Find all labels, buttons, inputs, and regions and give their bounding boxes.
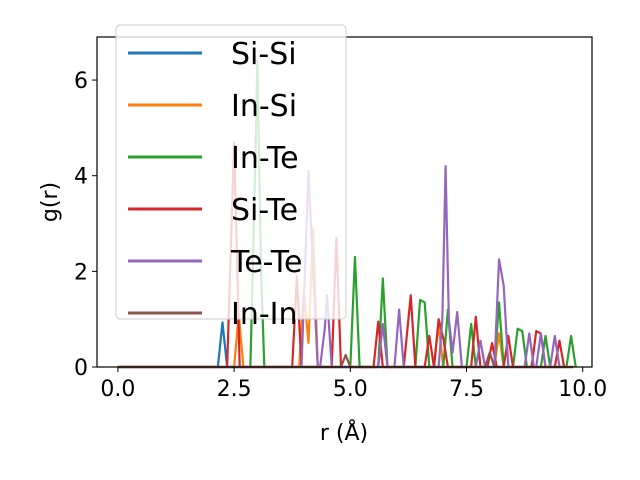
y-axis: 0 2 4 6 [74, 69, 97, 381]
legend-label-in-si: In-Si [231, 89, 297, 124]
y-tick-label: 4 [74, 165, 88, 190]
x-tick-label: 5.0 [333, 377, 368, 402]
series-line-te-te [117, 165, 561, 369]
x-tick-label: 10.0 [558, 377, 607, 402]
legend-box [115, 24, 347, 320]
x-axis: 0.0 2.5 5.0 7.5 10.0 [100, 367, 607, 402]
legend: Si-Si In-Si In-Te Si-Te Te-Te In-In [115, 24, 347, 332]
legend-label-in-in: In-In [231, 297, 298, 332]
x-tick-label: 2.5 [217, 377, 252, 402]
legend-label-te-te: Te-Te [230, 245, 302, 280]
legend-label-si-te: Si-Te [231, 193, 298, 228]
y-axis-label: g(r) [38, 182, 63, 222]
y-tick-label: 0 [74, 356, 88, 381]
x-tick-label: 7.5 [449, 377, 484, 402]
x-tick-label: 0.0 [100, 377, 135, 402]
legend-label-in-te: In-Te [231, 141, 299, 176]
y-tick-label: 2 [74, 260, 88, 285]
legend-label-si-si: Si-Si [231, 37, 297, 72]
x-axis-label: r (Å) [320, 419, 368, 446]
y-tick-label: 6 [74, 69, 88, 94]
